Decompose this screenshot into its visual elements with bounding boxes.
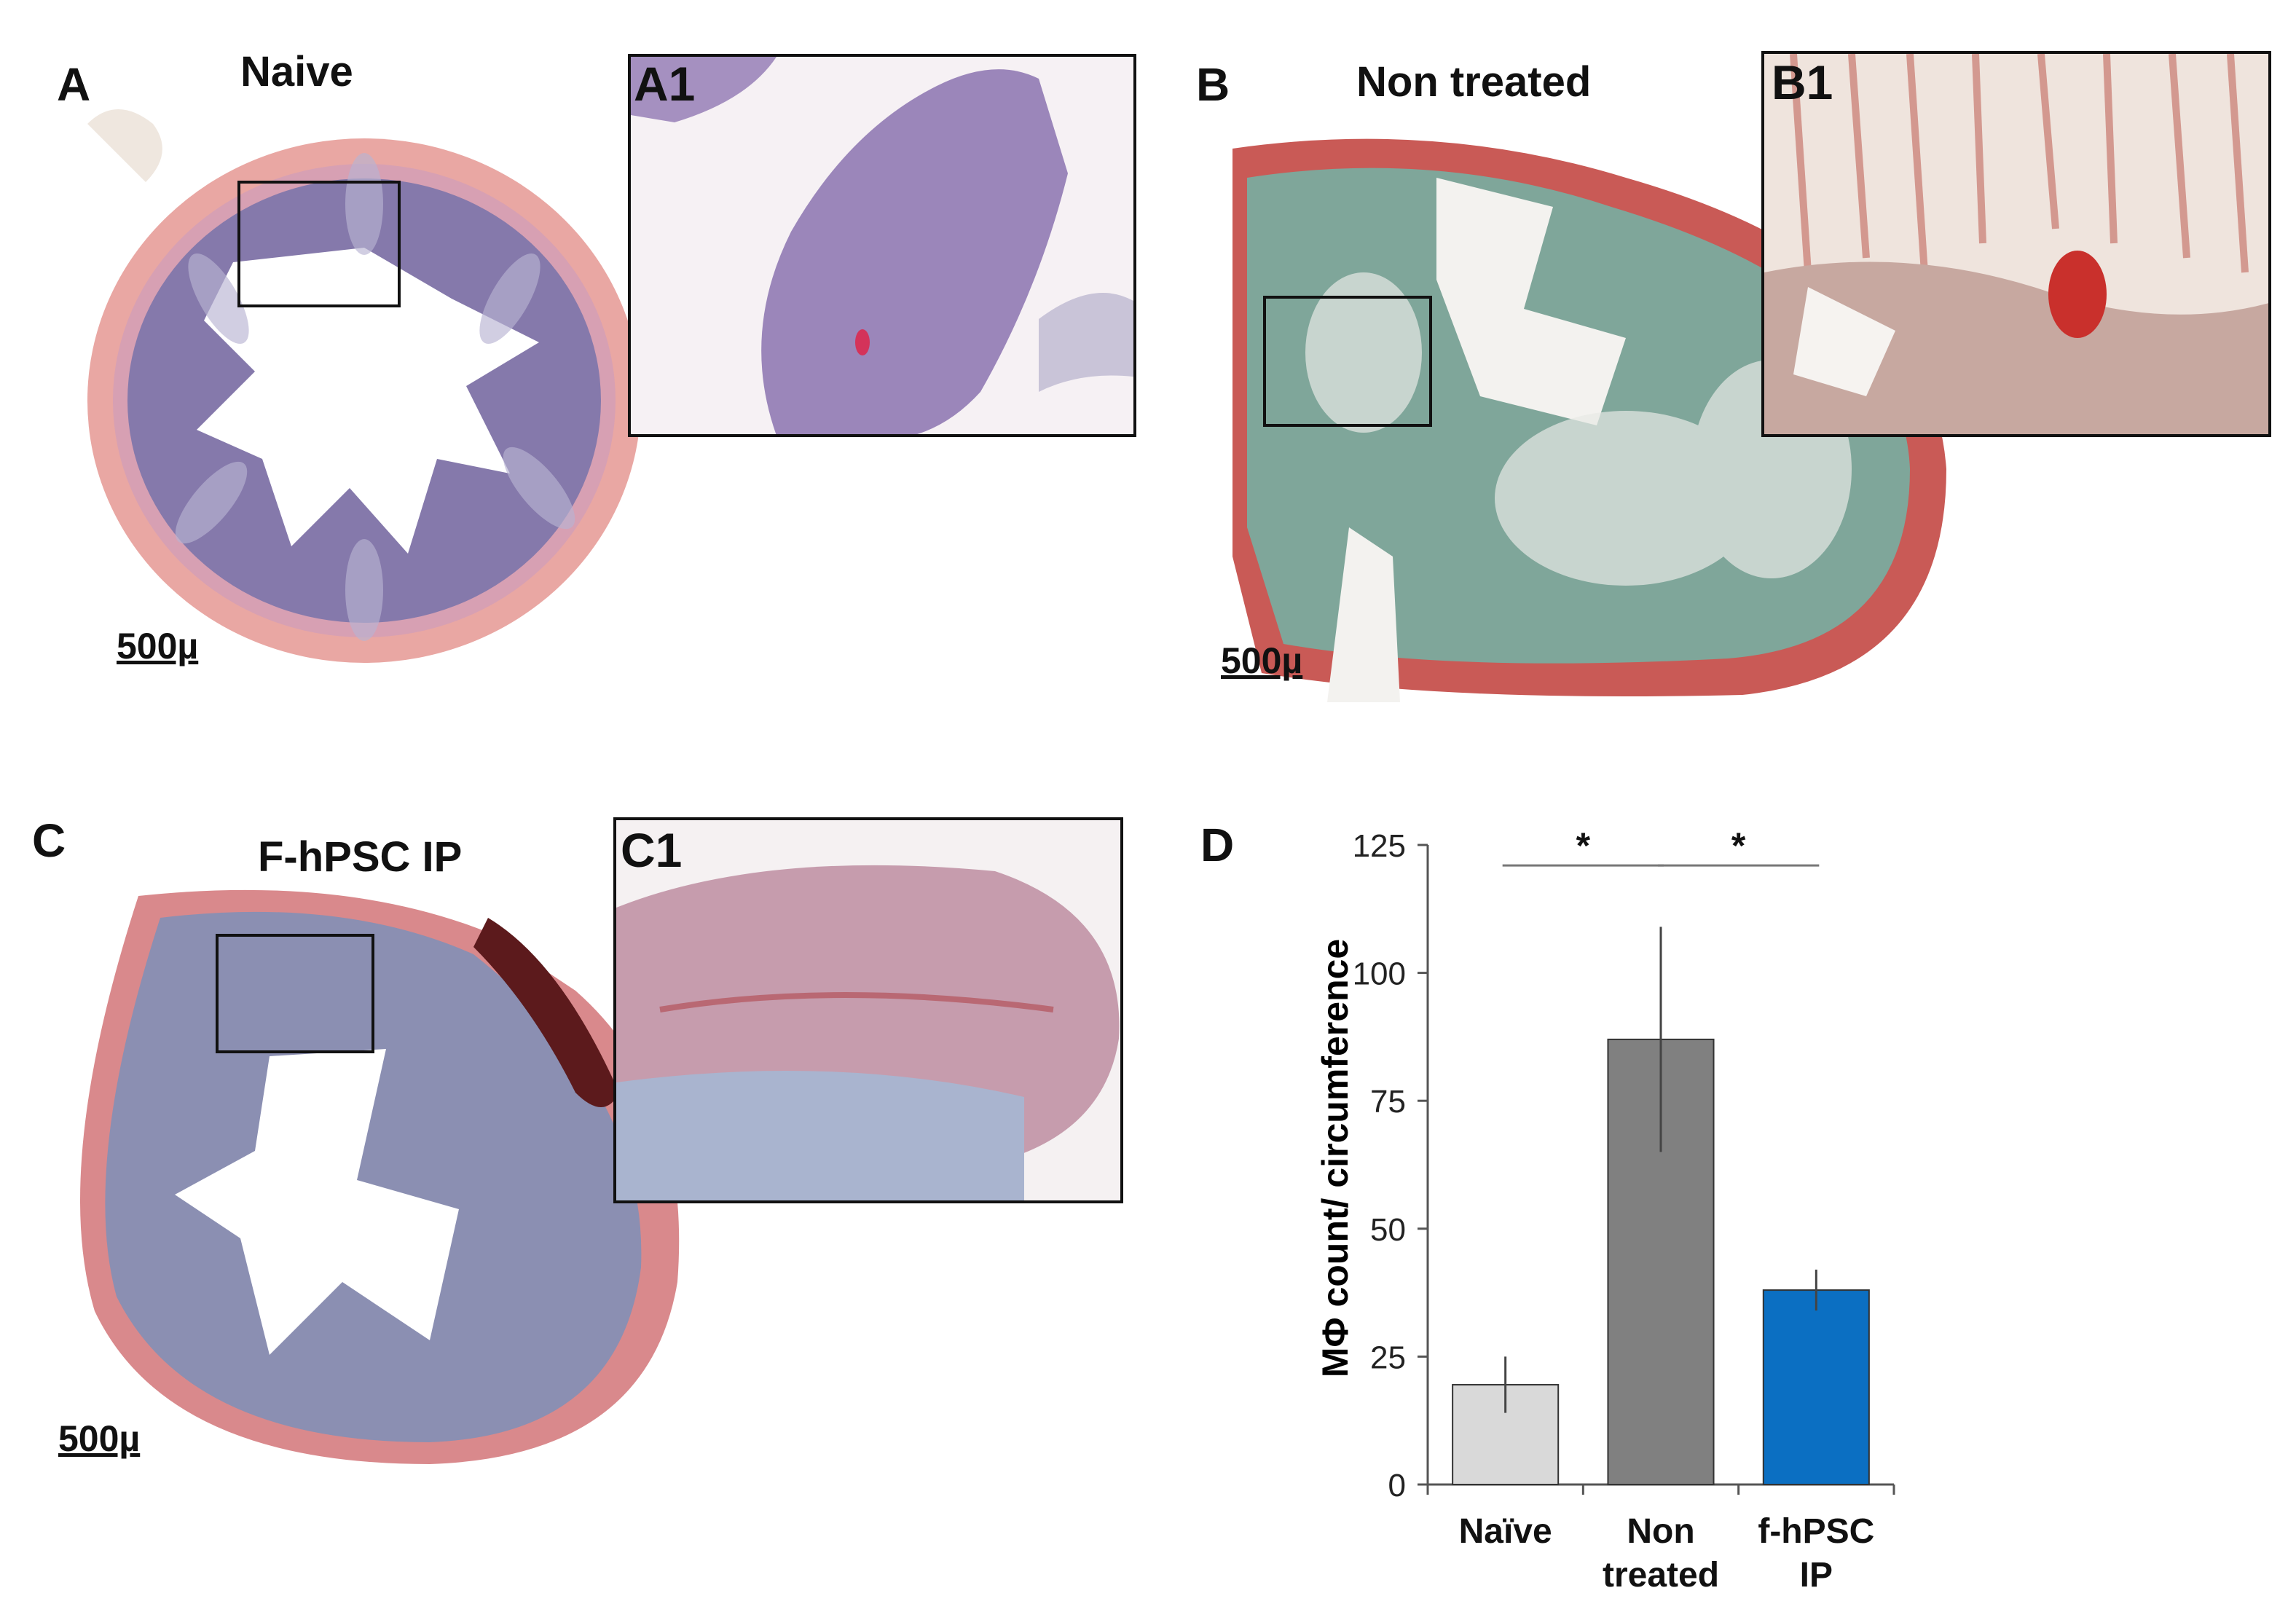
- panel-b-letter: B: [1196, 58, 1230, 111]
- bar: [1762, 1289, 1870, 1485]
- x-tick-label: f-hPSC: [1758, 1512, 1874, 1551]
- panel-a-micrograph: [87, 109, 641, 663]
- panel-a1-inset: [628, 54, 1136, 437]
- panel-c1-label: C1: [621, 823, 683, 877]
- panel-a-zoom-box: [237, 181, 401, 307]
- panel-c-scale-bar: 500µ: [58, 1418, 141, 1459]
- panel-b-zoom-box: [1263, 296, 1432, 427]
- panel-b-title: Non treated: [1356, 58, 1592, 106]
- x-tick-label: Naïve: [1459, 1512, 1552, 1551]
- panel-c1-micrograph: [616, 820, 1120, 1200]
- panel-b1-inset: [1761, 51, 2271, 437]
- panel-c-mucosa: [105, 911, 642, 1442]
- panel-c-micrograph: [80, 889, 680, 1464]
- y-axis-label: MΦ count/ circumference: [1315, 939, 1356, 1377]
- significance-star: *: [1731, 825, 1746, 866]
- significance-star: *: [1576, 825, 1591, 866]
- panel-b-lumen: [1436, 178, 1626, 425]
- panel-d-bar-chart: MΦ count/ circumference 0 25 50 75 100 125 Naï…: [1315, 825, 1895, 1595]
- panel-c-zoom-box: [216, 934, 374, 1053]
- panel-b1-label: B1: [1772, 55, 1833, 109]
- panel-c-title: F-hPSC IP: [258, 833, 463, 881]
- y-tick-label: 75: [1370, 1084, 1406, 1120]
- panel-a1-micrograph: [631, 57, 1133, 434]
- panel-d-letter: D: [1200, 819, 1235, 871]
- panel-c-letter: C: [32, 814, 66, 867]
- y-tick-label: 50: [1370, 1212, 1406, 1248]
- y-tick-label: 100: [1353, 956, 1406, 992]
- x-tick-label: Non: [1627, 1512, 1694, 1551]
- panel-a-fat-tissue: [87, 109, 162, 182]
- x-tick-label: treated: [1603, 1556, 1719, 1595]
- panel-a-letter: A: [57, 58, 91, 111]
- panel-b-scale-bar: 500µ: [1221, 640, 1303, 681]
- panel-a-title: Naive: [240, 48, 353, 95]
- panel-c1-inset: [613, 817, 1123, 1203]
- x-tick-label: IP: [1800, 1556, 1833, 1595]
- y-tick-label: 0: [1388, 1468, 1406, 1503]
- panel-a-folds: [175, 153, 575, 641]
- panel-a-scale-bar: 500µ: [117, 626, 199, 667]
- panel-a1-label: A1: [634, 57, 696, 111]
- panel-a-lumen: [197, 248, 539, 554]
- panel-b1-crypts: [1790, 54, 2249, 273]
- y-tick-label: 25: [1370, 1340, 1406, 1375]
- y-tick-label: 125: [1353, 828, 1406, 864]
- panel-b1-micrograph: [1764, 54, 2268, 434]
- panel-a1-tissue: [761, 69, 1068, 434]
- panel-c-lumen: [175, 1049, 459, 1355]
